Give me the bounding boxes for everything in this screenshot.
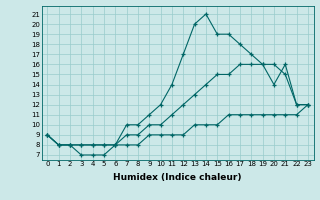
X-axis label: Humidex (Indice chaleur): Humidex (Indice chaleur): [113, 173, 242, 182]
